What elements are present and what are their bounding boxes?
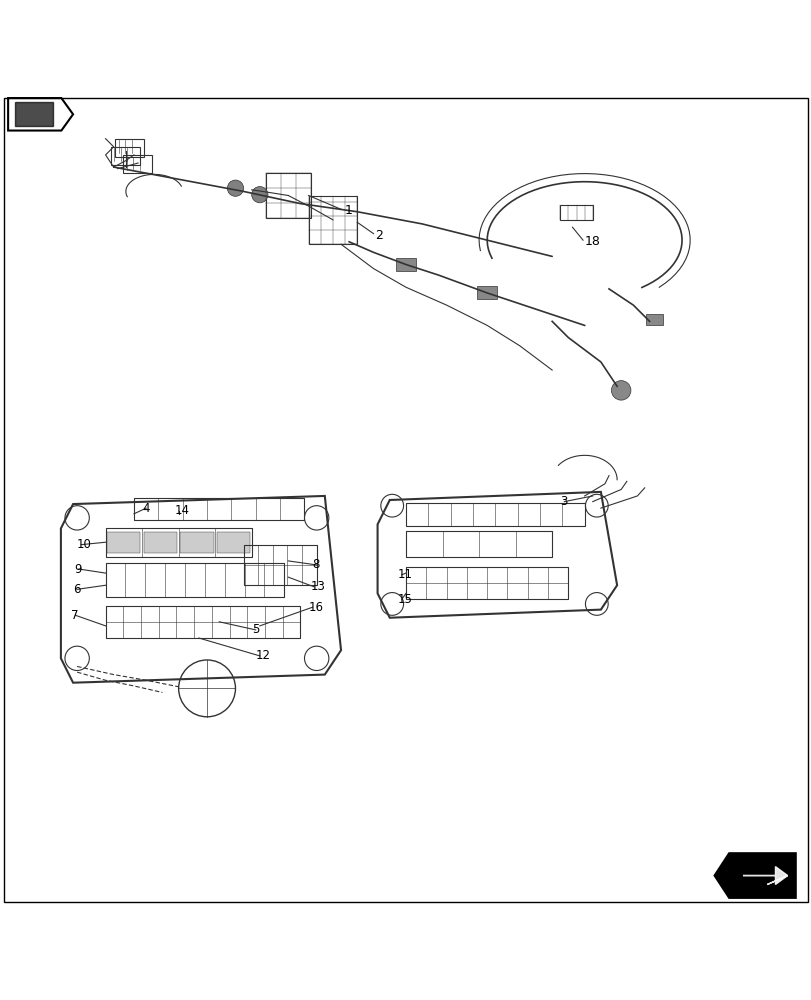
Bar (645, 314, 663, 325)
Circle shape (251, 187, 268, 203)
Bar (308, 196, 357, 244)
Bar (105, 528, 251, 557)
Bar (105, 606, 300, 638)
Text: 10: 10 (77, 538, 92, 551)
Text: 8: 8 (312, 558, 320, 571)
Bar (144, 532, 177, 553)
Text: 3: 3 (560, 495, 567, 508)
Text: 13: 13 (310, 580, 324, 593)
Text: 9: 9 (75, 563, 82, 576)
Text: 6: 6 (73, 583, 80, 596)
Text: 7: 7 (71, 609, 79, 622)
Text: 11: 11 (397, 568, 412, 581)
Bar (105, 563, 284, 597)
Bar (396, 258, 415, 271)
Bar (134, 498, 304, 520)
Bar (180, 532, 213, 553)
Bar (560, 205, 592, 220)
Bar (111, 147, 139, 165)
Polygon shape (714, 853, 795, 898)
Text: 14: 14 (174, 504, 189, 517)
Bar (123, 155, 152, 173)
Bar (406, 531, 551, 557)
Bar (477, 286, 496, 299)
Bar (243, 545, 316, 585)
Bar (406, 503, 584, 526)
Text: 2: 2 (375, 229, 383, 242)
Bar (107, 532, 140, 553)
Text: 1: 1 (345, 204, 353, 217)
Polygon shape (15, 102, 53, 126)
Bar (406, 567, 568, 599)
Polygon shape (742, 867, 787, 884)
Bar (217, 532, 250, 553)
Text: 16: 16 (308, 601, 323, 614)
Text: 15: 15 (397, 593, 412, 606)
Circle shape (227, 180, 243, 196)
Text: 12: 12 (255, 649, 270, 662)
Text: 5: 5 (251, 623, 259, 636)
Bar (265, 173, 310, 218)
Text: 4: 4 (142, 502, 149, 515)
Circle shape (611, 381, 630, 400)
Bar (115, 139, 144, 157)
Text: 18: 18 (584, 235, 600, 248)
